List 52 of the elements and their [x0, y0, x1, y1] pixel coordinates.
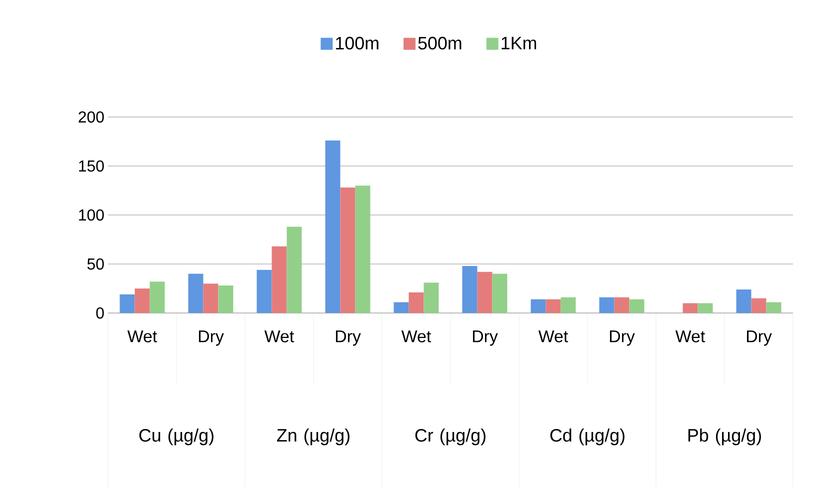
text: Cd (µg/g) — [550, 428, 624, 446]
text: Cr (µg/g) — [415, 428, 486, 446]
bar — [546, 299, 561, 313]
x-tick-label: Dry — [472, 330, 498, 346]
bar — [203, 284, 218, 313]
text: Cu (µg/g) — [139, 428, 214, 446]
x-tick-label: Dry — [198, 330, 224, 346]
bar — [325, 140, 340, 313]
y-tick-label: 100 — [79, 209, 104, 221]
bar — [188, 274, 204, 313]
legend-label: 100m — [336, 36, 378, 50]
bar — [272, 246, 287, 313]
bar — [560, 297, 576, 313]
bar — [256, 270, 272, 313]
bar — [355, 186, 370, 313]
bar — [150, 282, 165, 313]
bar — [698, 303, 713, 313]
bar — [751, 298, 766, 313]
x-tick-label: Wet — [127, 330, 158, 342]
bar — [477, 272, 492, 313]
bar — [408, 292, 424, 313]
bar — [424, 282, 439, 313]
bar — [134, 288, 150, 313]
x-tick-label: Dry — [746, 330, 772, 346]
bar — [340, 188, 356, 313]
x-tick-label: Wet — [264, 330, 294, 342]
bar — [766, 302, 782, 313]
bar — [682, 303, 698, 313]
x-tick-label: Dry — [610, 330, 635, 346]
x-tick-label: Wet — [538, 330, 568, 342]
bar — [462, 266, 478, 313]
bar — [599, 297, 614, 313]
y-tick-label: 200 — [78, 111, 104, 123]
bar — [614, 297, 630, 313]
bar — [120, 294, 135, 313]
x-tick-label: Dry — [336, 330, 361, 346]
x-tick-label: Wet — [401, 330, 432, 342]
bar — [394, 302, 409, 313]
bar — [218, 286, 234, 313]
legend-label: 1Km — [502, 36, 536, 50]
legend-label: 500m — [418, 36, 462, 50]
bar — [530, 299, 546, 313]
bar — [492, 274, 508, 313]
x-tick-label: Wet — [675, 330, 706, 342]
y-tick-label: 0 — [96, 307, 104, 319]
y-tick-label: 50 — [87, 258, 104, 270]
bar — [736, 289, 752, 313]
bar — [286, 226, 302, 313]
y-tick-label: 150 — [79, 160, 104, 172]
bar — [629, 299, 644, 313]
text: Pb (µg/g) — [688, 428, 761, 446]
text: Zn (µg/g) — [277, 428, 350, 446]
